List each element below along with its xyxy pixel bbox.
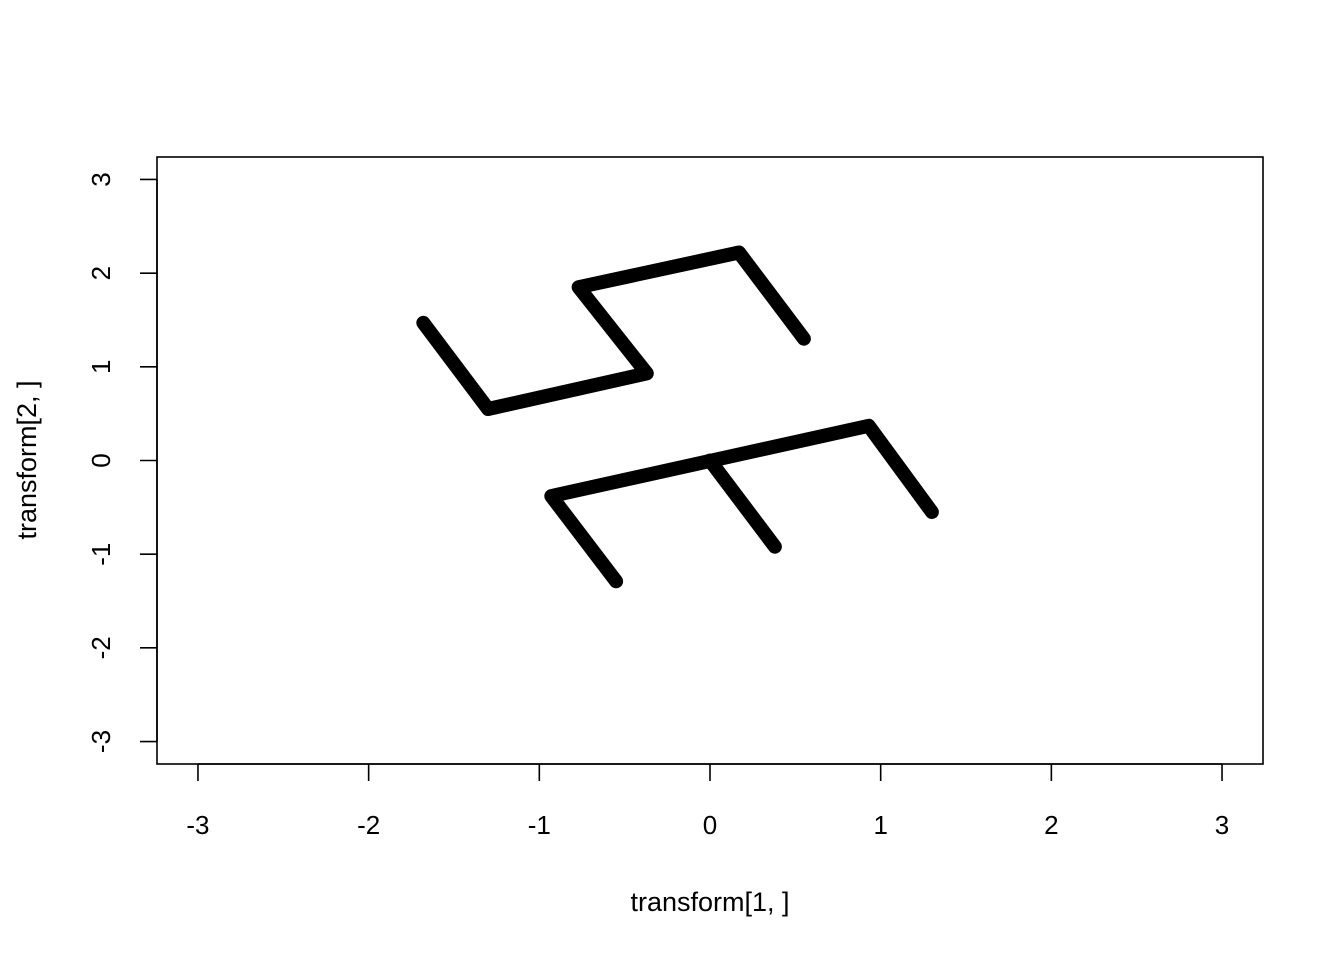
x-tick-label: 1	[873, 810, 887, 840]
y-axis: -3 -2 -1 0 1 2 3	[86, 172, 158, 753]
x-tick-label: 3	[1215, 810, 1229, 840]
y-tick-label: -2	[86, 636, 116, 659]
series-layer	[416, 245, 939, 589]
x-tick-label: 0	[703, 810, 717, 840]
x-tick-label: -2	[357, 810, 380, 840]
x-tick-label: 2	[1044, 810, 1058, 840]
x-axis-title: transform[1, ]	[630, 887, 789, 917]
series-path-3	[703, 453, 782, 554]
y-tick-label: 1	[86, 360, 116, 374]
y-tick-label: 3	[86, 172, 116, 186]
y-axis-title: transform[2, ]	[12, 380, 42, 539]
x-tick-label: -1	[528, 810, 551, 840]
y-tick-label: 0	[86, 453, 116, 467]
y-tick-label: 2	[86, 266, 116, 280]
y-tick-label: -1	[86, 543, 116, 566]
x-axis: -3 -2 -1 0 1 2 3	[186, 763, 1229, 840]
y-tick-label: -3	[86, 730, 116, 753]
series-path-1	[416, 245, 811, 416]
x-tick-label: -3	[186, 810, 209, 840]
